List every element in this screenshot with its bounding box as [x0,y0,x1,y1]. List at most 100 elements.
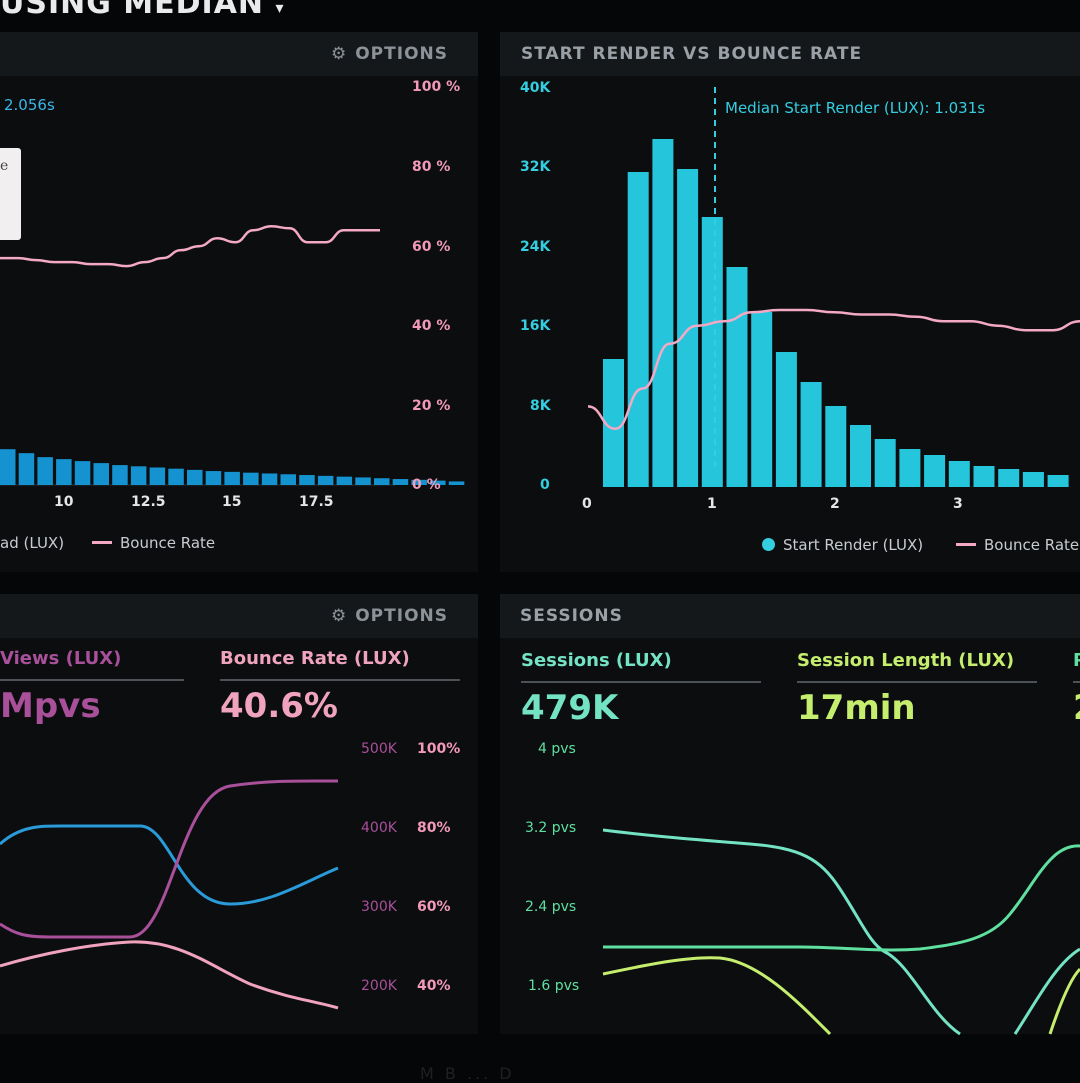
y-tick: 100% [417,741,461,757]
session-length-line [602,956,832,1036]
options-button[interactable]: ⚙ OPTIONS [330,606,448,626]
bar [299,475,315,485]
x-tick: 17.5 [299,494,334,510]
bar [874,439,896,487]
stat-value-session-length: 17min [797,688,916,728]
bar [205,471,222,485]
legend-item-start-render[interactable]: Start Render (LUX) [762,536,923,554]
bar [701,217,723,487]
pages-line [603,844,1080,952]
panel-header [500,32,1080,76]
bar [130,466,147,485]
stat-label-sessions: Sessions (LUX) [521,650,672,671]
y-tick: 1.6 pvs [528,978,580,994]
bar [56,459,72,485]
y-tick: 40K [520,80,551,96]
divider [1073,681,1080,683]
page-title: USING MEDIAN ▾ [0,0,285,21]
bar [93,463,109,485]
options-button[interactable]: ⚙ OPTIONS [330,44,448,64]
bar [430,480,446,485]
y-tick: 300K [361,899,397,915]
y-tick: 200K [361,978,397,994]
gear-icon: ⚙ [330,606,348,626]
stat-value-views: Mpvs [0,686,101,726]
legend-item[interactable]: ad (LUX) [0,534,65,552]
panel-title: SESSIONS [520,606,623,626]
median-label: Median Start Render (LUX): 1.031s [725,99,986,117]
stat-value-partial: 2 [1073,688,1080,728]
tooltip: e [0,148,21,240]
page-load-chart [0,225,465,486]
median-label: 2.056s [4,96,55,114]
y-tick: 32K [520,159,551,175]
sessions-chart [602,828,1080,1036]
line-swatch-icon [92,541,112,544]
divider [0,679,184,681]
bar [652,139,674,487]
bar [280,474,296,485]
y-tick: 3.2 pvs [525,820,577,836]
stat-label-session-length: Session Length (LUX) [797,650,1015,671]
panel-page-views: ⚙ OPTIONS Views (LUX) Mpvs Bounce Rate (L… [0,594,478,1034]
line-swatch-icon [956,543,976,546]
bar [1022,472,1044,487]
bar [336,476,353,485]
y-tick: 0 [540,477,550,493]
y-tick: 60 % [412,239,451,255]
y-tick: 60% [417,899,451,915]
bar [627,172,649,487]
divider [220,679,460,681]
bar [392,479,409,485]
start-render-chart [587,87,1080,487]
bar [18,453,35,485]
bar [948,461,970,487]
y-tick: 40% [417,978,451,994]
bounce-rate-line [0,225,380,268]
bar [187,469,203,485]
bar [0,449,16,485]
y-tick: 40 % [412,318,451,334]
x-tick: 12.5 [131,494,166,510]
y-tick: 500K [361,741,397,757]
bar [825,406,847,487]
panel-header [0,32,478,76]
stat-value-sessions: 479K [521,688,619,728]
x-tick: 0 [582,496,592,512]
divider [521,681,761,683]
stat-value-bounce: 40.6% [220,686,338,726]
panel-page-load-vs-bounce: ⚙ OPTIONS 2.056s e 100 % 80 % 60 % 40 % 2… [0,32,478,572]
page-views-chart [0,779,339,1010]
chevron-down-icon[interactable]: ▾ [275,0,285,17]
panel-start-render-vs-bounce: START RENDER VS BOUNCE RATE Median Start… [500,32,1080,572]
legend-item-bounce-rate[interactable]: Bounce Rate [92,534,215,552]
bar [751,312,773,487]
stat-label-bounce: Bounce Rate (LUX) [220,648,410,669]
bar [355,477,371,485]
panel-sessions: SESSIONS Sessions (LUX) 479K Session Len… [500,594,1080,1036]
bounce-rate-line [0,940,339,1010]
bar [899,449,921,487]
bar [317,475,334,485]
bar [998,469,1020,487]
legend-item-bounce-rate[interactable]: Bounce Rate [956,536,1079,554]
bar [149,467,166,485]
bar [37,457,53,485]
y-tick: 100 % [412,79,461,95]
bar [775,352,797,487]
panel-header [500,594,1080,638]
gear-icon: ⚙ [330,44,348,64]
bar [112,465,128,485]
bar [243,472,259,485]
bar [726,267,748,487]
bar [677,169,699,487]
panel-title: START RENDER VS BOUNCE RATE [521,44,863,64]
y-tick: 20 % [412,398,451,414]
bar [603,359,624,487]
y-tick: 2.4 pvs [525,899,577,915]
x-tick: 2 [830,496,840,512]
bar [924,455,946,487]
x-tick: 3 [953,496,963,512]
session-length-line-tail [1048,967,1080,1035]
stat-label-partial: P [1073,650,1080,671]
